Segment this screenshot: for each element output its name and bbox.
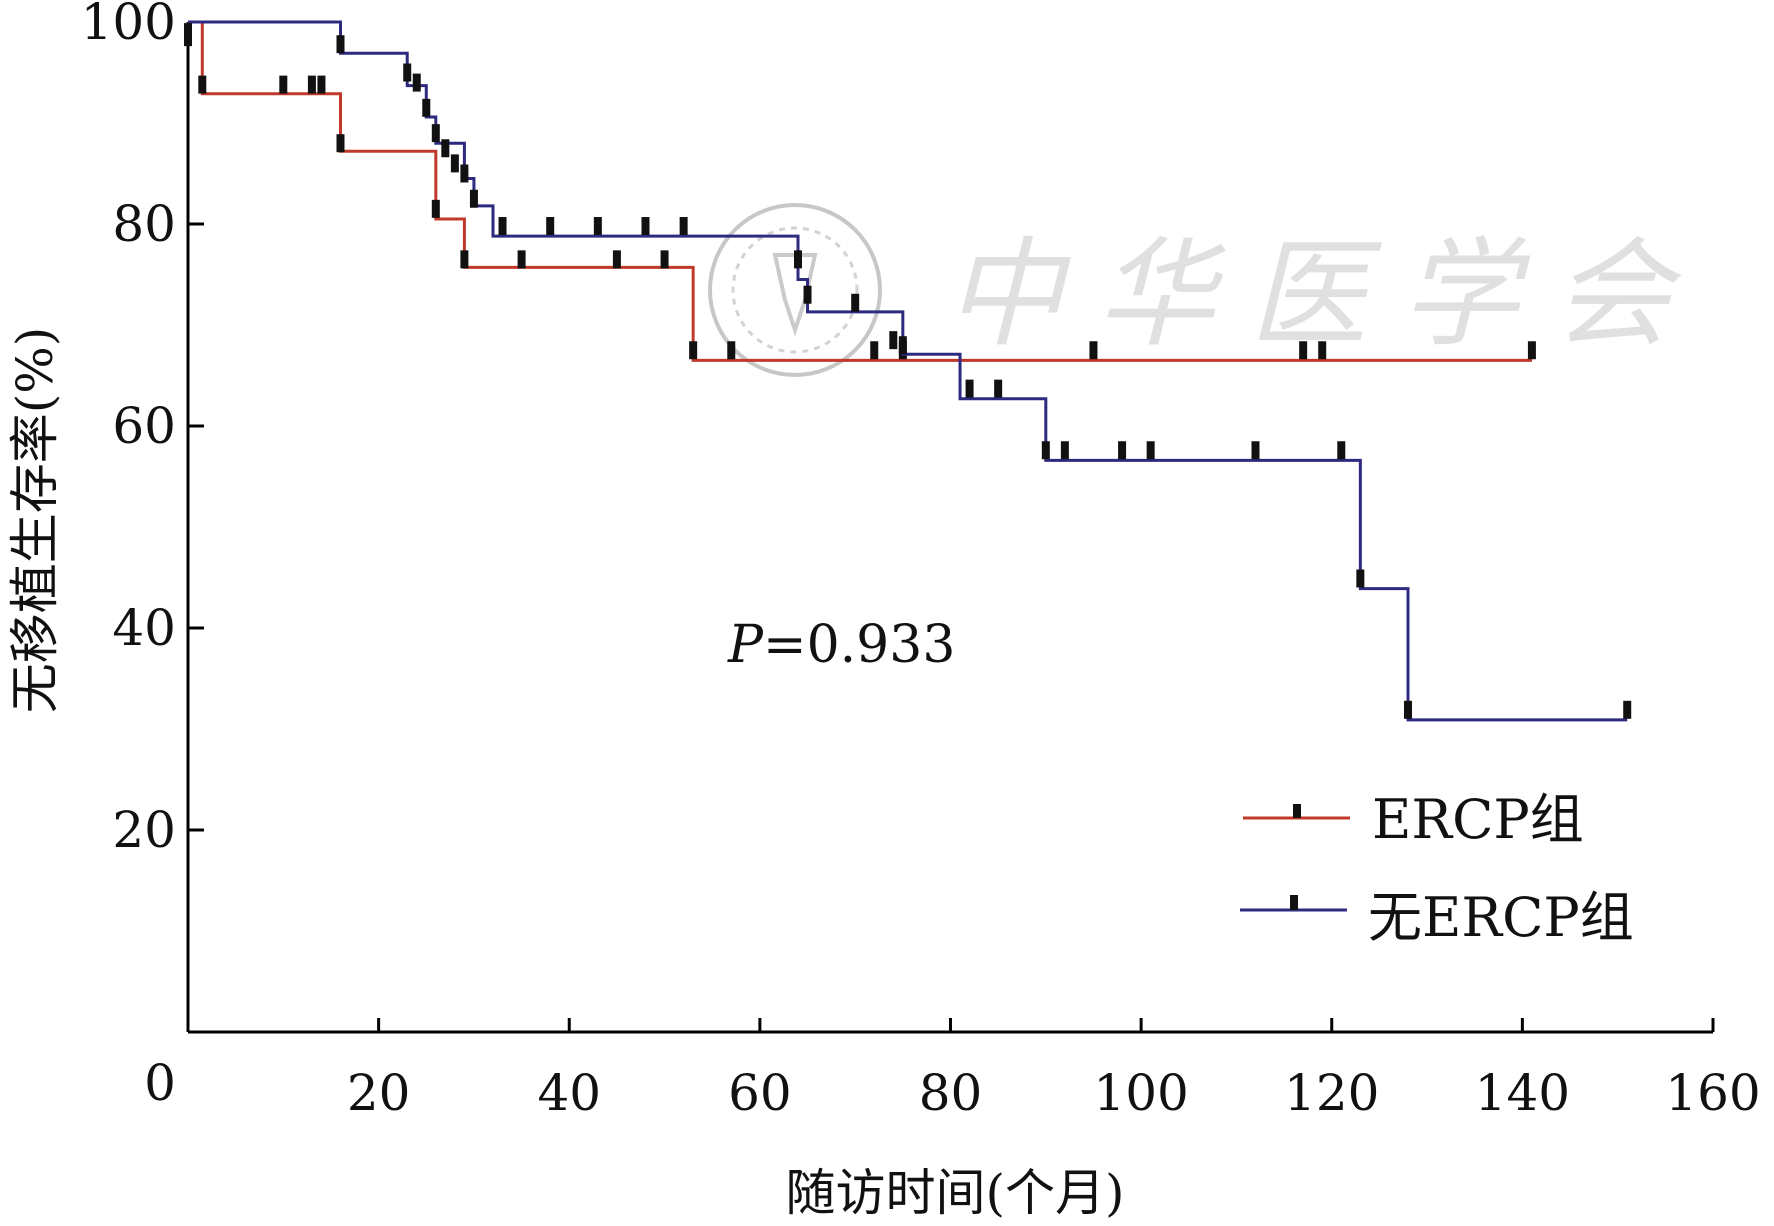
- watermark-seal-icon: [708, 203, 882, 377]
- x-tick-label: 80: [919, 1064, 983, 1122]
- y-axis-title: 无移植生存率(%): [6, 327, 64, 714]
- origin-label: 0: [144, 1054, 176, 1112]
- y-tick-label: 60: [112, 397, 176, 455]
- legend-entry-no-ercp: 无ERCP组: [1240, 886, 1634, 949]
- y-tick-label: 20: [112, 801, 176, 859]
- legend-entry-ercp: ERCP组: [1243, 788, 1584, 851]
- legend-label-ercp: ERCP组: [1372, 788, 1584, 851]
- x-tick-label: 100: [1093, 1064, 1188, 1122]
- watermark-text: 中华医学会: [945, 225, 1705, 363]
- p-value-number: =0.933: [763, 615, 955, 675]
- legend: ERCP组 无ERCP组: [1240, 788, 1634, 949]
- x-tick-label: 20: [347, 1064, 411, 1122]
- watermark: 中华医学会: [708, 203, 1705, 377]
- series-line: [188, 20, 1628, 722]
- x-tick-label: 40: [537, 1064, 601, 1122]
- p-value-annotation: P=0.933: [727, 615, 955, 675]
- watermark-seal-emblem-icon: [772, 253, 818, 337]
- y-ticks: 20 40 60 80 100: [81, 0, 204, 859]
- x-axis-title: 随访时间(个月): [785, 1164, 1124, 1222]
- series-1: [184, 20, 1632, 722]
- y-tick-label: 80: [112, 195, 176, 253]
- legend-label-no-ercp: 无ERCP组: [1368, 886, 1634, 949]
- x-tick-label: 160: [1665, 1064, 1760, 1122]
- x-tick-label: 60: [728, 1064, 792, 1122]
- p-value-symbol: P: [727, 615, 764, 675]
- y-tick-label: 40: [112, 599, 176, 657]
- x-tick-label: 120: [1284, 1064, 1379, 1122]
- axes: [186, 22, 1713, 1034]
- y-tick-label: 100: [81, 0, 176, 51]
- x-tick-label: 140: [1475, 1064, 1570, 1122]
- series-layer: [184, 20, 1632, 722]
- x-ticks: 20 40 60 80 100 120 140 160: [347, 1018, 1761, 1122]
- watermark-seal-inner-icon: [731, 226, 859, 354]
